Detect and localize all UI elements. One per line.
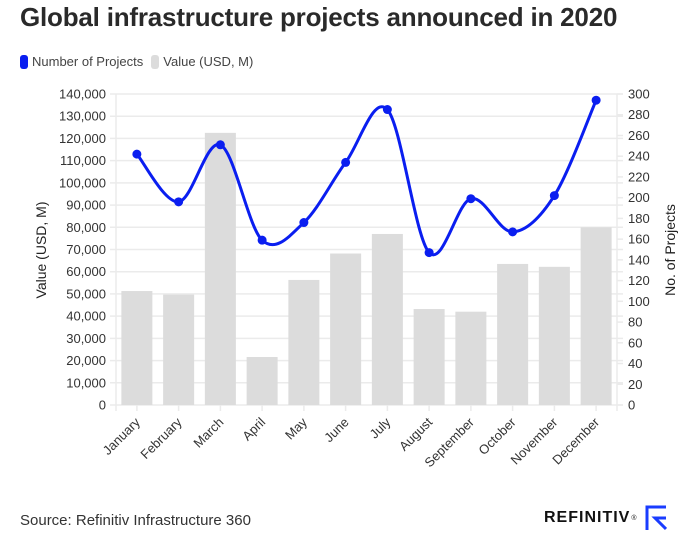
point-october[interactable] bbox=[508, 227, 518, 237]
left-tick-label: 110,000 bbox=[60, 153, 106, 168]
left-tick-label: 120,000 bbox=[59, 131, 106, 146]
combo-chart: 0 10,000 20,000 30,000 40,000 50,000 60,000 70,… bbox=[33, 87, 678, 471]
point-july[interactable] bbox=[382, 105, 392, 115]
left-tick-label: 70,000 bbox=[66, 242, 106, 257]
right-tick-label: 160 bbox=[628, 232, 650, 247]
right-tick-label: 60 bbox=[628, 335, 642, 350]
x-tick-label-april: April bbox=[239, 414, 268, 443]
left-tick-label: 10,000 bbox=[66, 375, 106, 390]
legend-item-number-of-projects[interactable]: Number of Projects bbox=[20, 54, 143, 69]
left-tick-label: 40,000 bbox=[66, 309, 106, 324]
chart-title: Global infrastructure projects announced… bbox=[20, 2, 618, 32]
right-axis-title: No. of Projects bbox=[662, 204, 678, 296]
left-tick-label: 140,000 bbox=[59, 87, 106, 102]
left-tick-label: 90,000 bbox=[66, 198, 106, 213]
left-tick-label: 80,000 bbox=[66, 220, 106, 235]
bar-april[interactable] bbox=[246, 357, 278, 405]
left-tick-label: 30,000 bbox=[66, 331, 106, 346]
bar-november[interactable] bbox=[538, 266, 570, 405]
x-tick-label-march: March bbox=[190, 415, 226, 451]
brand: REFINITIV ® bbox=[544, 505, 667, 531]
gridlines bbox=[110, 93, 623, 411]
left-axis-ticks: 0 10,000 20,000 30,000 40,000 50,000 60,000 70,… bbox=[59, 87, 106, 413]
x-tick-label-may: May bbox=[282, 414, 310, 442]
brand-name: REFINITIV bbox=[544, 509, 631, 526]
point-april[interactable] bbox=[257, 235, 267, 245]
point-june[interactable] bbox=[341, 157, 351, 167]
point-september[interactable] bbox=[466, 194, 476, 204]
brand-registered-mark: ® bbox=[631, 514, 637, 522]
legend: Number of Projects Value (USD, M) bbox=[20, 54, 261, 69]
bar-july[interactable] bbox=[371, 233, 403, 405]
left-tick-label: 0 bbox=[99, 398, 106, 413]
bar-august[interactable] bbox=[413, 309, 445, 405]
point-january[interactable] bbox=[132, 149, 142, 159]
left-tick-label: 100,000 bbox=[59, 175, 106, 190]
legend-item-value[interactable]: Value (USD, M) bbox=[151, 54, 253, 69]
bar-may[interactable] bbox=[288, 279, 320, 405]
right-tick-label: 300 bbox=[628, 87, 650, 102]
bar-march[interactable] bbox=[204, 132, 236, 405]
left-axis-title: Value (USD, M) bbox=[33, 202, 49, 299]
refinitiv-logo-icon bbox=[645, 505, 667, 531]
right-tick-label: 180 bbox=[628, 211, 650, 226]
legend-label-number-of-projects: Number of Projects bbox=[32, 54, 144, 69]
point-august[interactable] bbox=[424, 248, 434, 258]
right-tick-label: 20 bbox=[628, 377, 642, 392]
bar-october[interactable] bbox=[497, 263, 529, 405]
point-march[interactable] bbox=[215, 140, 225, 150]
left-tick-label: 130,000 bbox=[59, 109, 106, 124]
point-december[interactable] bbox=[591, 95, 601, 105]
bar-september[interactable] bbox=[455, 311, 487, 405]
right-tick-label: 240 bbox=[628, 149, 650, 164]
right-tick-label: 220 bbox=[628, 169, 650, 184]
x-tick-label-july: July bbox=[367, 414, 394, 441]
right-tick-label: 120 bbox=[628, 273, 650, 288]
point-february[interactable] bbox=[174, 197, 184, 207]
right-tick-label: 0 bbox=[628, 398, 635, 413]
point-may[interactable] bbox=[299, 218, 309, 228]
projects-line bbox=[132, 95, 601, 258]
x-tick-label-february: February bbox=[137, 414, 185, 462]
left-tick-label: 60,000 bbox=[66, 264, 106, 279]
x-tick-label-june: June bbox=[321, 415, 352, 446]
x-tick-label-august: August bbox=[396, 414, 435, 453]
right-tick-label: 260 bbox=[628, 128, 650, 143]
legend-swatch-number-of-projects bbox=[20, 54, 28, 69]
bar-january[interactable] bbox=[121, 291, 153, 405]
right-tick-label: 200 bbox=[628, 190, 650, 205]
right-tick-label: 280 bbox=[628, 107, 650, 122]
right-tick-label: 80 bbox=[628, 315, 642, 330]
bar-february[interactable] bbox=[163, 294, 195, 405]
bar-december[interactable] bbox=[580, 227, 612, 405]
legend-swatch-value bbox=[151, 54, 160, 69]
bar-june[interactable] bbox=[330, 253, 362, 405]
right-tick-label: 140 bbox=[628, 252, 650, 267]
left-tick-label: 20,000 bbox=[66, 353, 106, 368]
legend-label-value: Value (USD, M) bbox=[163, 54, 254, 69]
left-tick-label: 50,000 bbox=[66, 286, 106, 301]
right-tick-label: 40 bbox=[628, 356, 642, 371]
right-tick-label: 100 bbox=[628, 294, 650, 309]
bars bbox=[121, 132, 612, 405]
source-note: Source: Refinitiv Infrastructure 360 bbox=[20, 512, 251, 529]
point-november[interactable] bbox=[549, 191, 559, 201]
right-axis-ticks: 0 20 40 60 80 100 120 140 160 180 200 220 240 260 280 3… bbox=[617, 87, 650, 413]
